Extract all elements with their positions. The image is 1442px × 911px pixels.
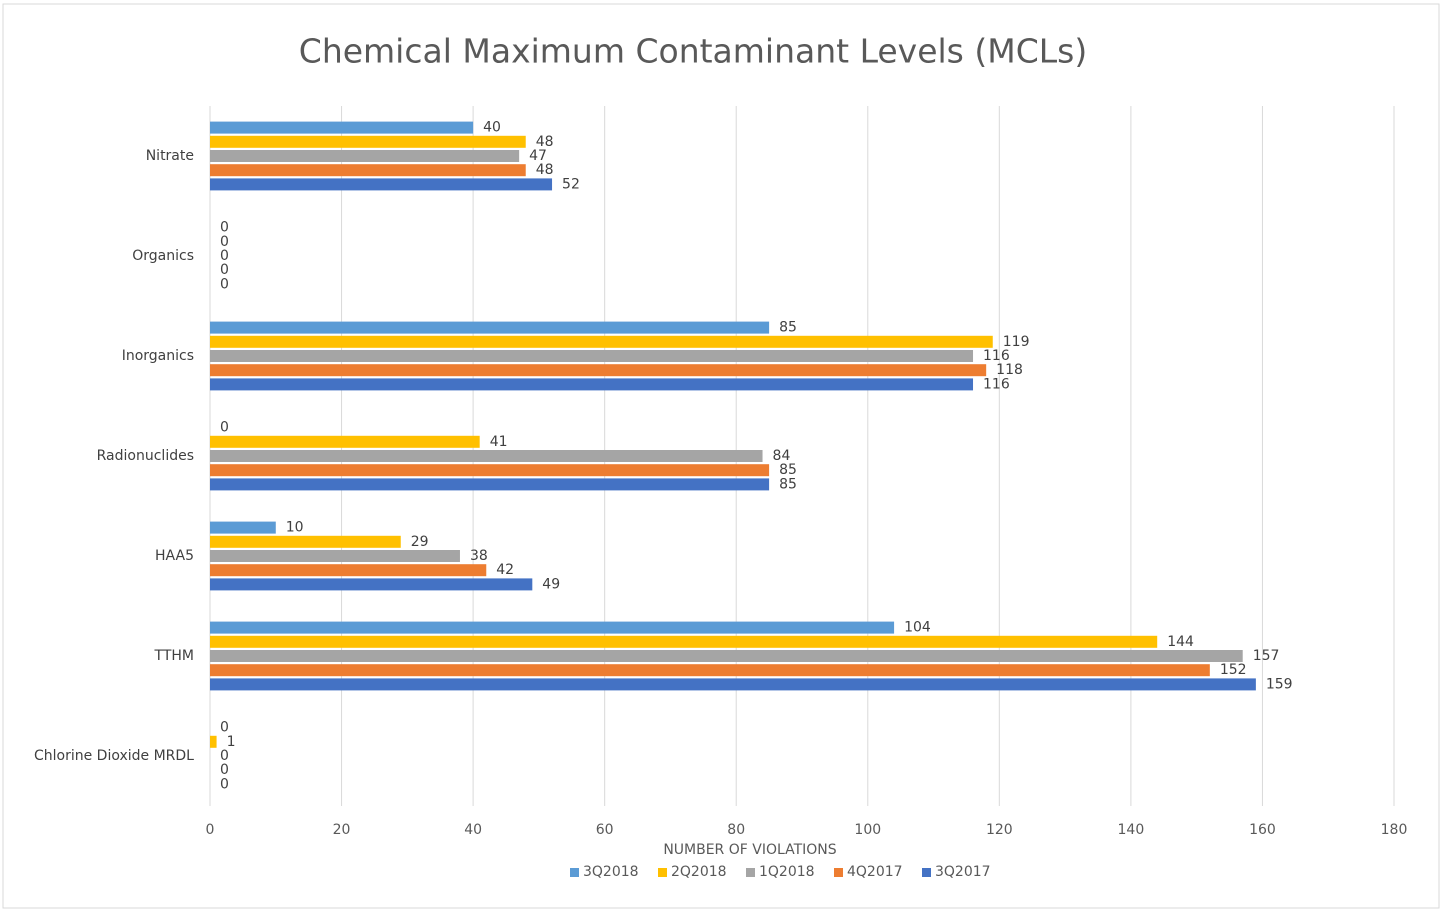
legend-swatch — [922, 868, 931, 877]
chart-title: Chemical Maximum Contaminant Levels (MCL… — [299, 32, 1087, 71]
x-tick-label: 80 — [727, 822, 745, 838]
data-label: 85 — [779, 320, 797, 336]
x-tick-label: 60 — [596, 822, 614, 838]
legend-label: 4Q2017 — [847, 864, 903, 880]
data-label: 42 — [496, 562, 514, 578]
bar — [210, 650, 1243, 662]
data-label: 52 — [562, 176, 580, 192]
data-label: 84 — [773, 448, 791, 464]
bar — [210, 150, 520, 162]
data-label: 0 — [220, 220, 229, 236]
data-label: 85 — [779, 462, 797, 478]
bar — [210, 378, 974, 391]
data-label: 116 — [983, 348, 1010, 364]
legend-swatch — [570, 868, 579, 877]
legend-label: 1Q2018 — [759, 864, 815, 880]
data-label: 48 — [536, 162, 554, 178]
data-label: 159 — [1266, 676, 1293, 692]
x-tick-label: 20 — [333, 822, 351, 838]
data-label: 0 — [220, 762, 229, 778]
data-label: 116 — [983, 376, 1010, 392]
x-tick-label: 140 — [1118, 822, 1145, 838]
data-label: 47 — [529, 148, 547, 164]
legend-label: 2Q2018 — [671, 864, 727, 880]
bar — [210, 521, 276, 534]
bar — [210, 121, 474, 134]
data-label: 1 — [227, 734, 236, 750]
x-tick-label: 180 — [1381, 822, 1408, 838]
bar — [210, 664, 1210, 677]
y-tick-label: Organics — [132, 248, 194, 264]
legend-swatch — [834, 868, 843, 877]
bar — [210, 135, 526, 148]
x-tick-label: 0 — [206, 822, 215, 838]
y-tick-label: Chlorine Dioxide MRDL — [34, 748, 194, 764]
data-label: 0 — [220, 262, 229, 278]
y-tick-label: HAA5 — [155, 548, 194, 564]
data-label: 29 — [411, 534, 429, 550]
x-tick-label: 160 — [1249, 822, 1276, 838]
bar — [210, 464, 770, 477]
data-label: 0 — [220, 248, 229, 264]
bar — [210, 635, 1158, 648]
bar — [210, 535, 401, 548]
bar — [210, 364, 987, 377]
x-tick-label: 40 — [464, 822, 482, 838]
data-label: 157 — [1253, 648, 1280, 664]
y-tick-label: TTHM — [154, 648, 194, 664]
bar — [210, 550, 460, 562]
legend-label: 3Q2017 — [935, 864, 991, 880]
data-label: 41 — [490, 434, 508, 450]
data-label: 0 — [220, 234, 229, 250]
data-label: 38 — [470, 548, 488, 564]
bar — [210, 478, 770, 491]
data-label: 49 — [542, 576, 560, 592]
data-label: 0 — [220, 776, 229, 792]
data-label: 152 — [1220, 662, 1247, 678]
bar — [210, 678, 1256, 691]
bar — [210, 178, 553, 191]
x-tick-label: 100 — [854, 822, 881, 838]
bar — [210, 450, 763, 462]
data-label: 0 — [220, 720, 229, 736]
bar — [210, 321, 770, 334]
data-label: 0 — [220, 276, 229, 292]
data-label: 104 — [904, 620, 931, 636]
data-label: 85 — [779, 476, 797, 492]
bar — [210, 735, 217, 748]
data-label: 0 — [220, 420, 229, 436]
bar — [210, 435, 480, 448]
legend-swatch — [658, 868, 667, 877]
data-label: 40 — [483, 120, 501, 136]
legend-label: 3Q2018 — [583, 864, 639, 880]
legend-swatch — [746, 868, 755, 877]
y-tick-label: Nitrate — [146, 148, 194, 164]
bar — [210, 335, 993, 348]
data-label: 119 — [1003, 334, 1030, 350]
bar — [210, 564, 487, 577]
bar — [210, 350, 974, 362]
data-label: 48 — [536, 134, 554, 150]
x-axis-label: NUMBER OF VIOLATIONS — [663, 842, 836, 858]
bar — [210, 164, 526, 177]
data-label: 144 — [1167, 634, 1194, 650]
data-label: 10 — [286, 520, 304, 536]
y-tick-label: Inorganics — [122, 348, 194, 364]
y-tick-label: Radionuclides — [97, 448, 194, 464]
bar — [210, 578, 533, 591]
data-label: 118 — [996, 362, 1023, 378]
x-tick-label: 120 — [986, 822, 1013, 838]
bar — [210, 621, 895, 634]
data-label: 0 — [220, 748, 229, 764]
